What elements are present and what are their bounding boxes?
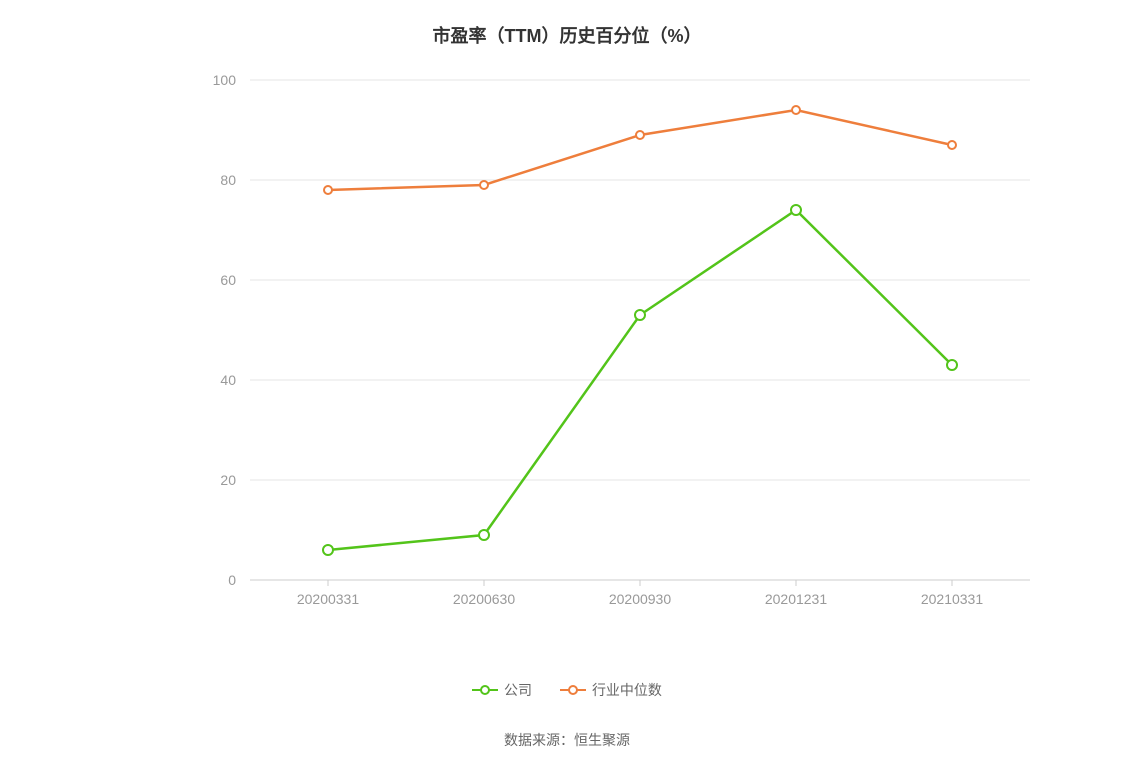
y-axis-tick-label: 20 xyxy=(220,472,236,488)
series-point-1 xyxy=(480,181,488,189)
series-point-1 xyxy=(792,106,800,114)
legend-item-industry: 行业中位数 xyxy=(560,680,662,700)
y-axis-tick-label: 60 xyxy=(220,272,236,288)
series-point-0 xyxy=(791,205,801,215)
x-axis-tick-label: 20210331 xyxy=(921,591,984,607)
legend-swatch-industry xyxy=(560,683,586,697)
chart-svg: 0 20 40 60 80 100 20200331 20200630 20200930 2020… xyxy=(180,70,1050,610)
y-axis-tick-label: 40 xyxy=(220,372,236,388)
chart-plot-area: 0 20 40 60 80 100 20200331 20200630 20200930 2020… xyxy=(180,70,1050,610)
y-axis-tick-label: 0 xyxy=(228,572,236,588)
series-point-0 xyxy=(323,545,333,555)
series-point-0 xyxy=(947,360,957,370)
chart-legend: 公司 行业中位数 xyxy=(0,680,1134,700)
legend-label-industry: 行业中位数 xyxy=(592,680,662,700)
series-point-1 xyxy=(948,141,956,149)
legend-label-company: 公司 xyxy=(504,680,532,700)
chart-title: 市盈率（TTM）历史百分位（%） xyxy=(0,0,1134,48)
legend-swatch-company xyxy=(472,683,498,697)
series-point-0 xyxy=(479,530,489,540)
x-axis-tick-label: 20201231 xyxy=(765,591,828,607)
y-axis-tick-label: 100 xyxy=(213,72,237,88)
y-axis-tick-label: 80 xyxy=(220,172,236,188)
data-source-label: 数据来源：恒生聚源 xyxy=(0,730,1134,750)
series-point-1 xyxy=(324,186,332,194)
x-axis-tick-label: 20200331 xyxy=(297,591,360,607)
series-point-1 xyxy=(636,131,644,139)
x-axis-tick-label: 20200930 xyxy=(609,591,672,607)
x-axis-tick-label: 20200630 xyxy=(453,591,516,607)
series-point-0 xyxy=(635,310,645,320)
legend-item-company: 公司 xyxy=(472,680,532,700)
series-line-1 xyxy=(328,110,952,190)
